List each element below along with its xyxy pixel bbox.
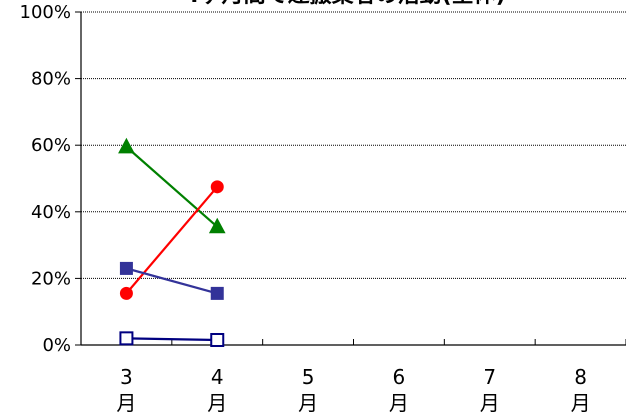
grid-layer: [81, 11, 626, 279]
y-tick-label: 40%: [31, 202, 71, 223]
label-layer: 0% 20% 40% 60% 80% 100% 3 月 4 月 5 月 6 月 7 月 8 月: [20, 2, 591, 415]
data-point-triangle: [208, 217, 226, 234]
data-point-square-open: [119, 331, 134, 346]
data-point-square: [119, 261, 133, 275]
axis-layer: [75, 11, 626, 346]
series-line: [126, 337, 218, 342]
y-tick-label: 100%: [20, 2, 71, 23]
data-point-circle: [119, 286, 133, 300]
y-tick-label: 20%: [31, 268, 71, 289]
y-tick-label: 0%: [42, 335, 71, 356]
data-point-circle: [210, 180, 224, 194]
series-line: [126, 267, 218, 295]
y-tick-label: 80%: [31, 69, 71, 90]
y-tick-label: 60%: [31, 135, 71, 156]
chart-title: 4ヶ月間で運搬業者の活動(全体): [184, 0, 505, 8]
series-layer: [118, 137, 226, 348]
series-line: [125, 186, 219, 295]
series-line: [125, 146, 218, 228]
data-point-square-open: [210, 333, 225, 348]
data-point-triangle: [118, 137, 135, 154]
data-point-square: [210, 286, 224, 300]
